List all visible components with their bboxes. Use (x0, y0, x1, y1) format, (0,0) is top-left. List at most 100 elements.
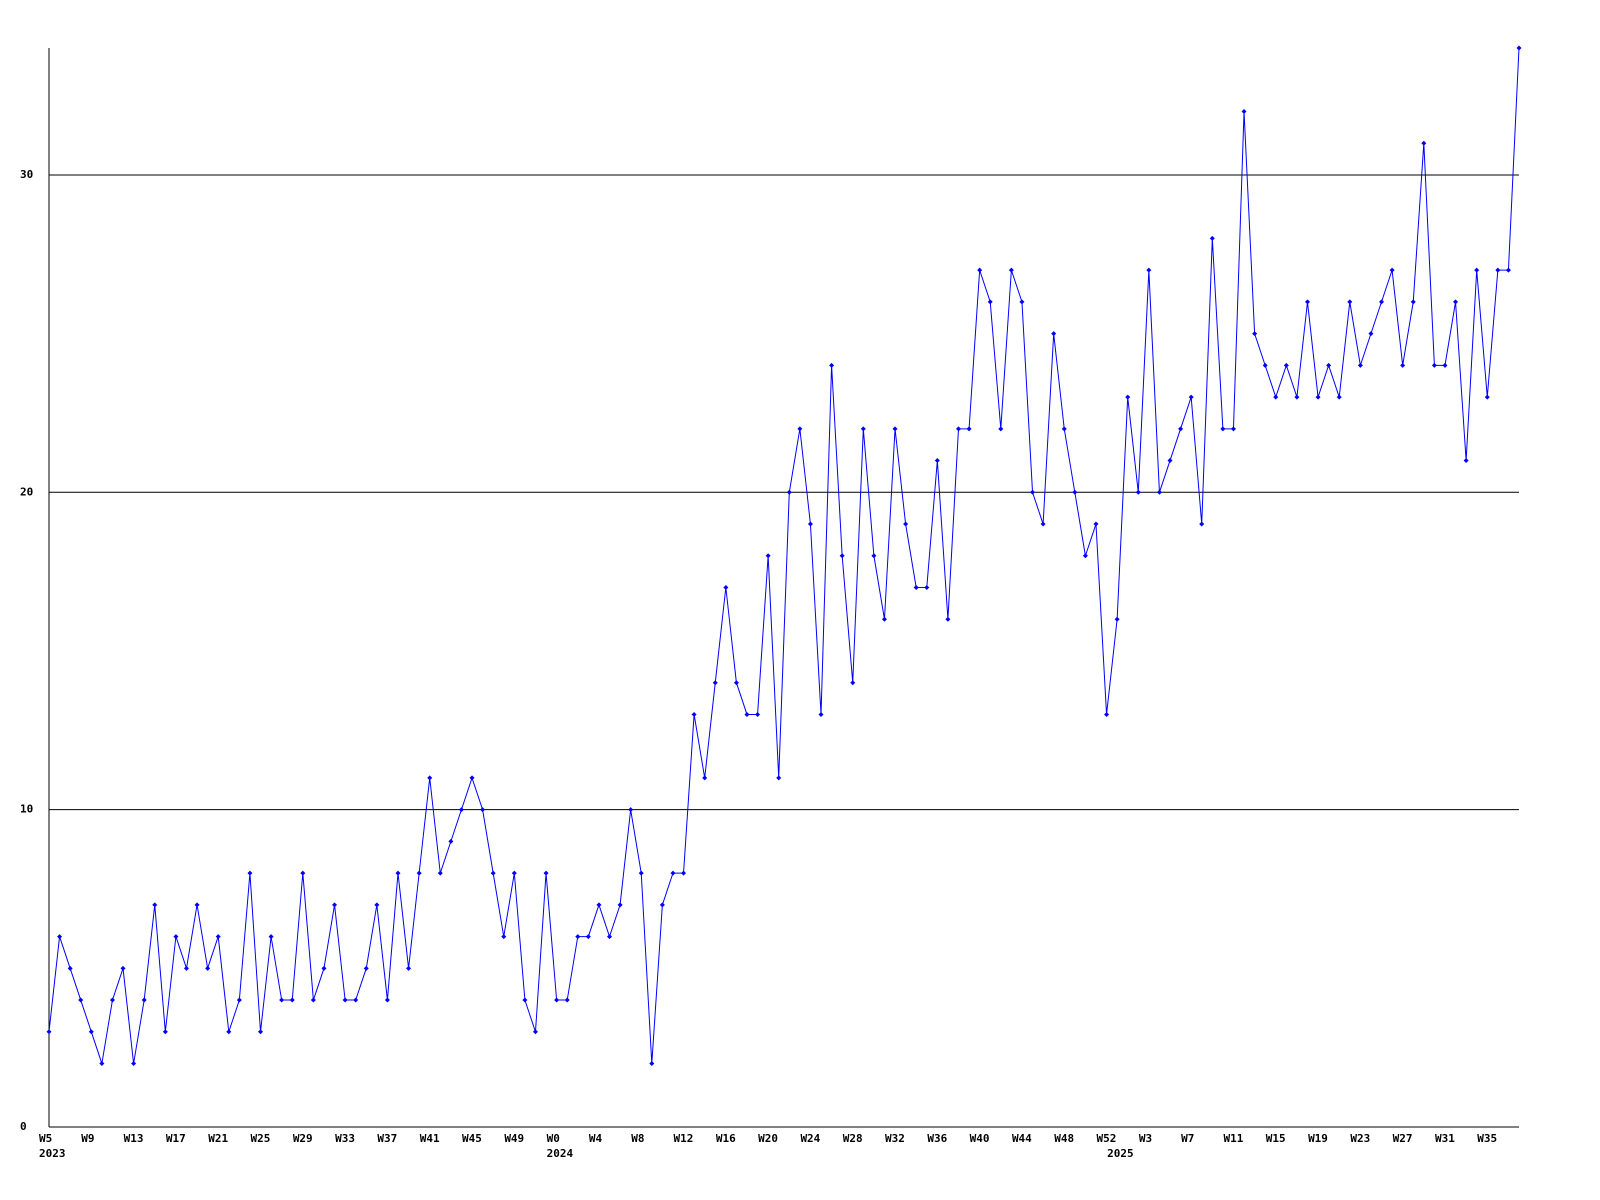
data-point (1262, 362, 1268, 368)
y-tick-label: 20 (20, 485, 33, 498)
data-point (78, 997, 84, 1003)
data-point (395, 870, 401, 876)
data-point (300, 870, 306, 876)
data-point (427, 775, 433, 781)
x-tick-label: W33 (335, 1132, 355, 1145)
data-point (490, 870, 496, 876)
data-point (702, 775, 708, 781)
data-point (162, 1029, 168, 1035)
x-tick-label: W11 (1223, 1132, 1243, 1145)
data-point (342, 997, 348, 1003)
x-tick-label: W48 (1054, 1132, 1074, 1145)
data-point (501, 934, 507, 940)
data-point (131, 1061, 137, 1067)
data-point (892, 426, 898, 432)
data-point (437, 870, 443, 876)
data-point (818, 711, 824, 717)
data-point (903, 521, 909, 527)
data-point (480, 807, 486, 813)
x-tick-label: W31 (1435, 1132, 1455, 1145)
x-tick-label: W36 (927, 1132, 947, 1145)
data-point (1315, 394, 1321, 400)
data-point (1421, 140, 1427, 146)
data-point (681, 870, 687, 876)
x-tick-label: W8 (631, 1132, 644, 1145)
data-point (1030, 489, 1036, 495)
data-point (1019, 299, 1025, 305)
x-tick-label: W24 (800, 1132, 820, 1145)
data-point (659, 902, 665, 908)
x-tick-label: W17 (166, 1132, 186, 1145)
data-point (649, 1061, 655, 1067)
data-point (1125, 394, 1131, 400)
data-point (628, 807, 634, 813)
data-point (279, 997, 285, 1003)
data-point (1072, 489, 1078, 495)
x-tick-label: W37 (377, 1132, 397, 1145)
data-point (1336, 394, 1342, 400)
data-point (1505, 267, 1511, 273)
data-point (1040, 521, 1046, 527)
x-tick-label: W5 (39, 1132, 52, 1145)
data-point (1188, 394, 1194, 400)
data-point (575, 934, 581, 940)
data-point (617, 902, 623, 908)
data-point (67, 965, 73, 971)
data-point (1082, 553, 1088, 559)
data-point (226, 1029, 232, 1035)
data-point (966, 426, 972, 432)
data-point (1008, 267, 1014, 273)
data-point (1400, 362, 1406, 368)
data-point (1357, 362, 1363, 368)
data-point (564, 997, 570, 1003)
x-tick-label: W32 (885, 1132, 905, 1145)
data-point (945, 616, 951, 622)
data-point (723, 585, 729, 590)
data-point (1146, 267, 1152, 273)
data-point (955, 426, 961, 432)
data-point (141, 997, 147, 1003)
data-point (1495, 267, 1501, 273)
data-point (839, 553, 845, 559)
data-point (1178, 426, 1184, 432)
data-point (247, 870, 253, 876)
x-tick-label: W23 (1350, 1132, 1370, 1145)
data-point (1051, 331, 1057, 337)
data-point (1199, 521, 1205, 527)
data-point (691, 711, 697, 717)
y-tick-label: 0 (20, 1120, 27, 1133)
data-point (1252, 331, 1258, 337)
data-point (406, 965, 412, 971)
data-point (1283, 362, 1289, 368)
x-tick-label: W16 (716, 1132, 736, 1145)
x-tick-label: W45 (462, 1132, 482, 1145)
x-tick-label: W4 (589, 1132, 603, 1145)
data-point (109, 997, 115, 1003)
x-tick-label: W25 (251, 1132, 271, 1145)
data-point (744, 711, 750, 717)
data-point (860, 426, 866, 432)
data-point (1347, 299, 1353, 305)
data-point (1294, 394, 1300, 400)
data-point (99, 1061, 105, 1067)
data-point (934, 458, 940, 464)
x-tick-label: W52 (1097, 1132, 1117, 1145)
data-point (1326, 362, 1332, 368)
data-point (1241, 108, 1247, 114)
data-point (1484, 394, 1490, 400)
data-point (205, 965, 211, 971)
x-tick-label: W7 (1181, 1132, 1194, 1145)
x-tick-label: W35 (1477, 1132, 1497, 1145)
data-point (353, 997, 359, 1003)
data-point (755, 711, 761, 717)
data-point (1114, 616, 1120, 622)
data-point (765, 553, 771, 559)
data-point (152, 902, 158, 908)
data-point (924, 585, 930, 590)
data-point (120, 965, 126, 971)
data-point (871, 553, 877, 559)
data-point (1389, 267, 1395, 273)
year-label: 2024 (547, 1147, 574, 1160)
